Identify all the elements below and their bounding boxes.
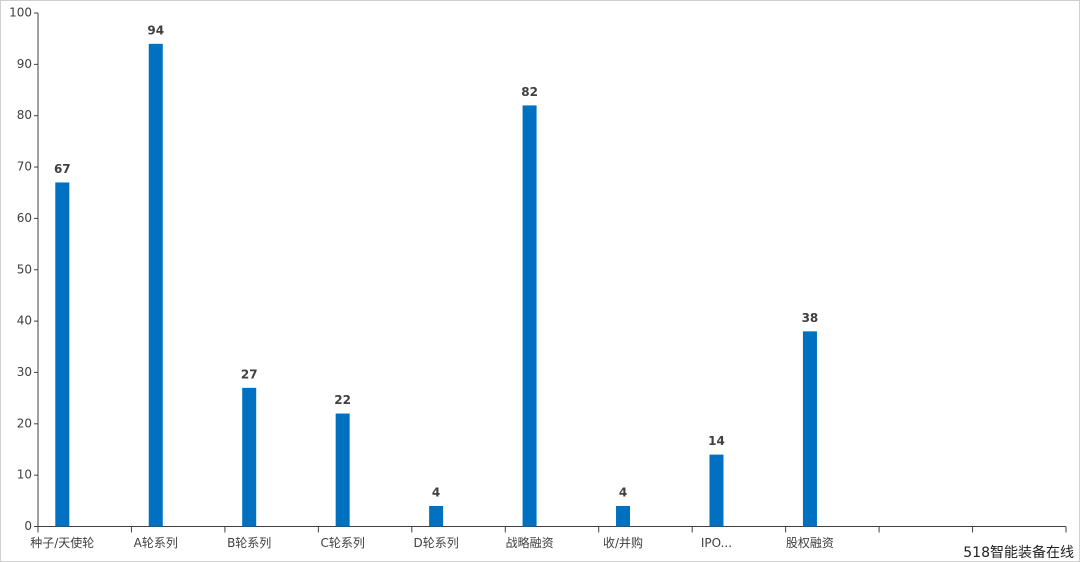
x-tick-label: C轮系列 [320, 536, 364, 550]
value-label: 67 [54, 162, 71, 176]
y-tick-label: 80 [17, 108, 32, 122]
value-label: 82 [521, 85, 538, 99]
x-tick-label: IPO... [701, 536, 732, 550]
y-tick-label: 70 [17, 160, 32, 174]
value-label: 22 [334, 393, 351, 407]
x-tick-label: D轮系列 [413, 536, 458, 550]
y-tick-label: 30 [17, 365, 32, 379]
value-label: 94 [147, 23, 164, 37]
x-tick-label: 股权融资 [786, 536, 834, 550]
y-tick-label: 50 [17, 262, 32, 276]
y-tick-label: 20 [17, 416, 32, 430]
x-tick-label: 收/并购 [603, 535, 643, 550]
y-tick-label: 100 [9, 6, 32, 20]
value-label: 38 [802, 311, 819, 325]
x-tick-label: A轮系列 [134, 536, 178, 550]
x-tick-label: 种子/天使轮 [30, 535, 94, 550]
y-tick-label: 0 [24, 519, 32, 533]
value-label: 27 [241, 367, 258, 381]
value-label: 14 [708, 434, 725, 448]
bar [55, 182, 70, 527]
value-label: 4 [432, 485, 440, 499]
x-tick-label: B轮系列 [227, 536, 271, 550]
bar [242, 387, 257, 527]
x-tick-label: 战略融资 [506, 535, 554, 550]
value-label: 4 [619, 485, 627, 499]
y-tick-label: 90 [17, 57, 32, 71]
bar [335, 413, 350, 527]
watermark: 518智能装备在线 [963, 544, 1074, 561]
bar [802, 331, 817, 527]
bar [522, 105, 537, 527]
bar [148, 43, 163, 527]
y-tick-label: 60 [17, 211, 32, 225]
y-tick-label: 10 [17, 468, 32, 482]
bar [429, 505, 444, 527]
y-tick-label: 40 [17, 314, 32, 328]
bar [616, 505, 631, 527]
bar [709, 454, 724, 527]
